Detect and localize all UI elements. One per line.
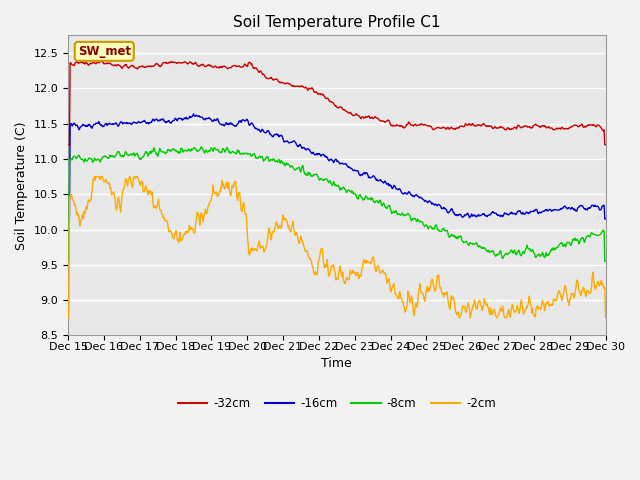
Title: Soil Temperature Profile C1: Soil Temperature Profile C1 [233, 15, 440, 30]
Legend: -32cm, -16cm, -8cm, -2cm: -32cm, -16cm, -8cm, -2cm [173, 392, 500, 415]
X-axis label: Time: Time [321, 357, 352, 370]
Y-axis label: Soil Temperature (C): Soil Temperature (C) [15, 121, 28, 250]
Text: SW_met: SW_met [77, 45, 131, 58]
